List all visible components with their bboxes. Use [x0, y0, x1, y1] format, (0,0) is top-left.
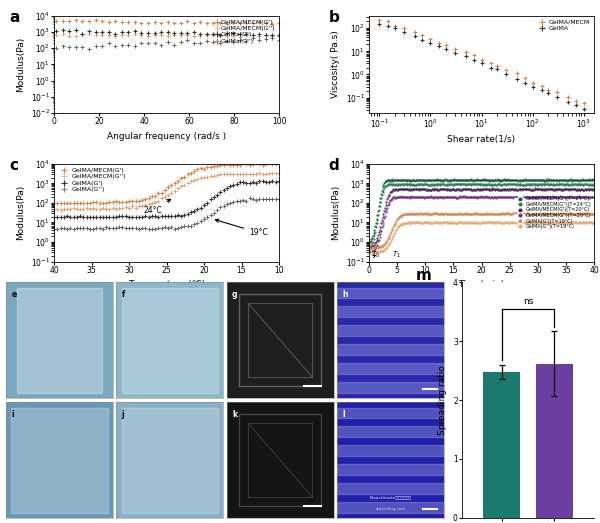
- Bar: [483, 372, 520, 518]
- Text: Bioactimate生物活性材料: Bioactimate生物活性材料: [370, 495, 412, 499]
- Text: g: g: [232, 290, 238, 300]
- Bar: [122, 407, 218, 513]
- Text: i: i: [11, 411, 14, 419]
- Text: 19°C: 19°C: [215, 219, 268, 237]
- Bar: [11, 407, 108, 513]
- Bar: [337, 344, 444, 355]
- Bar: [337, 407, 444, 418]
- Text: a: a: [9, 10, 19, 25]
- X-axis label: Temperature (℃): Temperature (℃): [128, 280, 205, 289]
- Bar: [337, 483, 444, 494]
- Text: f: f: [122, 290, 125, 300]
- Bar: [337, 445, 444, 456]
- Text: l: l: [342, 411, 345, 419]
- Text: h: h: [342, 290, 348, 300]
- Legend: GelMA/MECM(G'), GelMA/MECM(G''), GelMA(G'), GelMA(G''): GelMA/MECM(G'), GelMA/MECM(G''), GelMA(G…: [57, 167, 127, 192]
- Text: ns: ns: [523, 297, 533, 306]
- Y-axis label: Modulus(Pa): Modulus(Pa): [16, 37, 25, 92]
- Text: m: m: [416, 268, 431, 283]
- Bar: [122, 288, 218, 393]
- Legend: GelMA/MECM, GelMA: GelMA/MECM, GelMA: [535, 19, 591, 32]
- X-axis label: Time(min): Time(min): [458, 280, 505, 289]
- Text: 24°C: 24°C: [144, 199, 170, 215]
- Bar: [337, 288, 444, 299]
- Bar: [17, 288, 103, 393]
- Text: $T_1$: $T_1$: [392, 249, 400, 260]
- Y-axis label: Modulus(Pa): Modulus(Pa): [331, 185, 340, 241]
- Text: b: b: [329, 10, 340, 25]
- X-axis label: Shear rate(1/s): Shear rate(1/s): [448, 135, 515, 144]
- Legend: GelMA/MECM(G')(T=24°C), GelMA/MECM(G'')(T=24°C), GelMA/MECM(G')(T=20°C), GelMA/M: GelMA/MECM(G')(T=24°C), GelMA/MECM(G'')(…: [514, 196, 592, 230]
- Bar: [337, 426, 444, 437]
- Bar: [337, 306, 444, 317]
- Bar: [337, 502, 444, 513]
- Bar: [337, 363, 444, 374]
- Text: e: e: [11, 290, 17, 300]
- Bar: [536, 363, 573, 518]
- Legend: GelMA/MECM(G'), GelMA/MECM(G''), GelMa(G'), GelMa(G''): GelMA/MECM(G'), GelMA/MECM(G''), GelMa(G…: [214, 19, 276, 44]
- Bar: [337, 464, 444, 475]
- Bar: [337, 382, 444, 393]
- Text: k: k: [232, 411, 237, 419]
- Y-axis label: Modulus(Pa): Modulus(Pa): [16, 185, 25, 241]
- Y-axis label: Spreading ratio: Spreading ratio: [439, 365, 448, 435]
- Text: d: d: [329, 158, 339, 173]
- Y-axis label: Viscosity( Pa.s): Viscosity( Pa.s): [331, 30, 340, 98]
- Text: j: j: [122, 411, 124, 419]
- X-axis label: Angular frequency (rad/s ): Angular frequency (rad/s ): [107, 132, 226, 141]
- Text: c: c: [9, 158, 18, 173]
- Text: $T_0$: $T_0$: [371, 249, 380, 260]
- Text: anjvesting.com: anjvesting.com: [376, 507, 406, 510]
- Bar: [337, 325, 444, 336]
